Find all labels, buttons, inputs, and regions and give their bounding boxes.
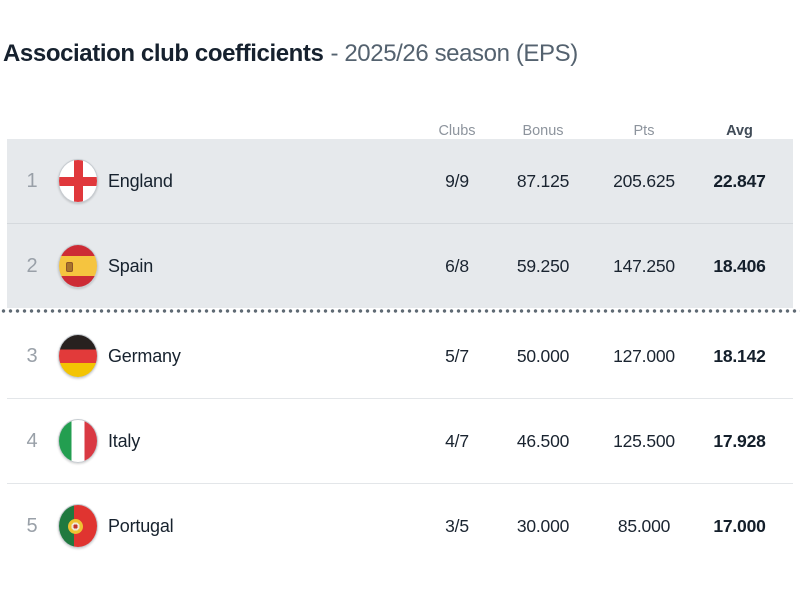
clubs-value: 3/5 [445,515,469,536]
country-name: Spain [108,255,154,276]
portugal-flag-icon [58,504,98,548]
pts-value: 85.000 [617,515,671,536]
rank-value: 2 [26,254,38,277]
avg-value: 17.000 [713,515,766,536]
coefficients-table: Clubs Bonus Pts Avg 1 England 9/9 87.125… [0,119,800,568]
rank-value: 1 [26,169,38,192]
rank-value: 4 [26,429,38,452]
bonus-value: 59.250 [516,255,570,276]
pts-value: 125.500 [613,430,675,451]
country-name: Italy [108,430,141,451]
italy-flag-icon [58,419,98,463]
rank-value: 5 [26,514,38,537]
clubs-value: 6/8 [445,255,469,276]
country-name: Germany [108,345,181,366]
bonus-value: 50.000 [516,345,570,366]
page-title-sub: - 2025/26 season (EPS) [330,40,578,67]
page-title-main: Association club coefficients [3,40,324,67]
pts-value: 205.625 [613,170,675,191]
table-row-england[interactable]: 1 England 9/9 87.125 205.625 22.847 [7,139,793,224]
header-pts: Pts [633,123,655,139]
table-row-italy[interactable]: 4 Italy 4/7 46.500 125.500 17.928 [7,399,793,484]
england-flag-icon [58,159,98,203]
qualification-cutoff-separator [0,309,800,313]
avg-value: 18.406 [713,255,766,276]
header-bonus: Bonus [522,123,564,139]
header-avg: Avg [726,123,753,139]
portugal-armillary-emblem [68,519,83,534]
rank-value: 3 [26,344,38,367]
table-header-row: Clubs Bonus Pts Avg [7,119,793,139]
bonus-value: 30.000 [516,515,570,536]
country-name: Portugal [108,515,174,536]
table-row-portugal[interactable]: 5 Portugal 3/5 30.000 85.000 17.000 [7,484,793,568]
country-name: England [108,170,173,191]
table-row-spain[interactable]: 2 Spain 6/8 59.250 147.250 18.406 [7,224,793,308]
clubs-value: 5/7 [445,345,469,366]
coefficients-page: Association club coefficients - 2025/26 s… [0,41,800,596]
pts-value: 127.000 [613,345,675,366]
clubs-value: 4/7 [445,430,469,451]
clubs-value: 9/9 [445,170,469,191]
table-row-germany[interactable]: 3 Germany 5/7 50.000 127.000 18.142 [7,314,793,399]
bonus-value: 46.500 [516,430,570,451]
spain-coat-of-arms [66,262,73,272]
avg-value: 22.847 [713,170,766,191]
page-title: Association club coefficients - 2025/26 s… [0,41,800,67]
england-cross-horizontal [59,176,97,186]
avg-value: 18.142 [713,345,766,366]
pts-value: 147.250 [613,255,675,276]
header-clubs: Clubs [438,123,476,139]
bonus-value: 87.125 [516,170,570,191]
spain-flag-icon [58,244,98,288]
avg-value: 17.928 [713,430,766,451]
germany-flag-icon [58,334,98,378]
